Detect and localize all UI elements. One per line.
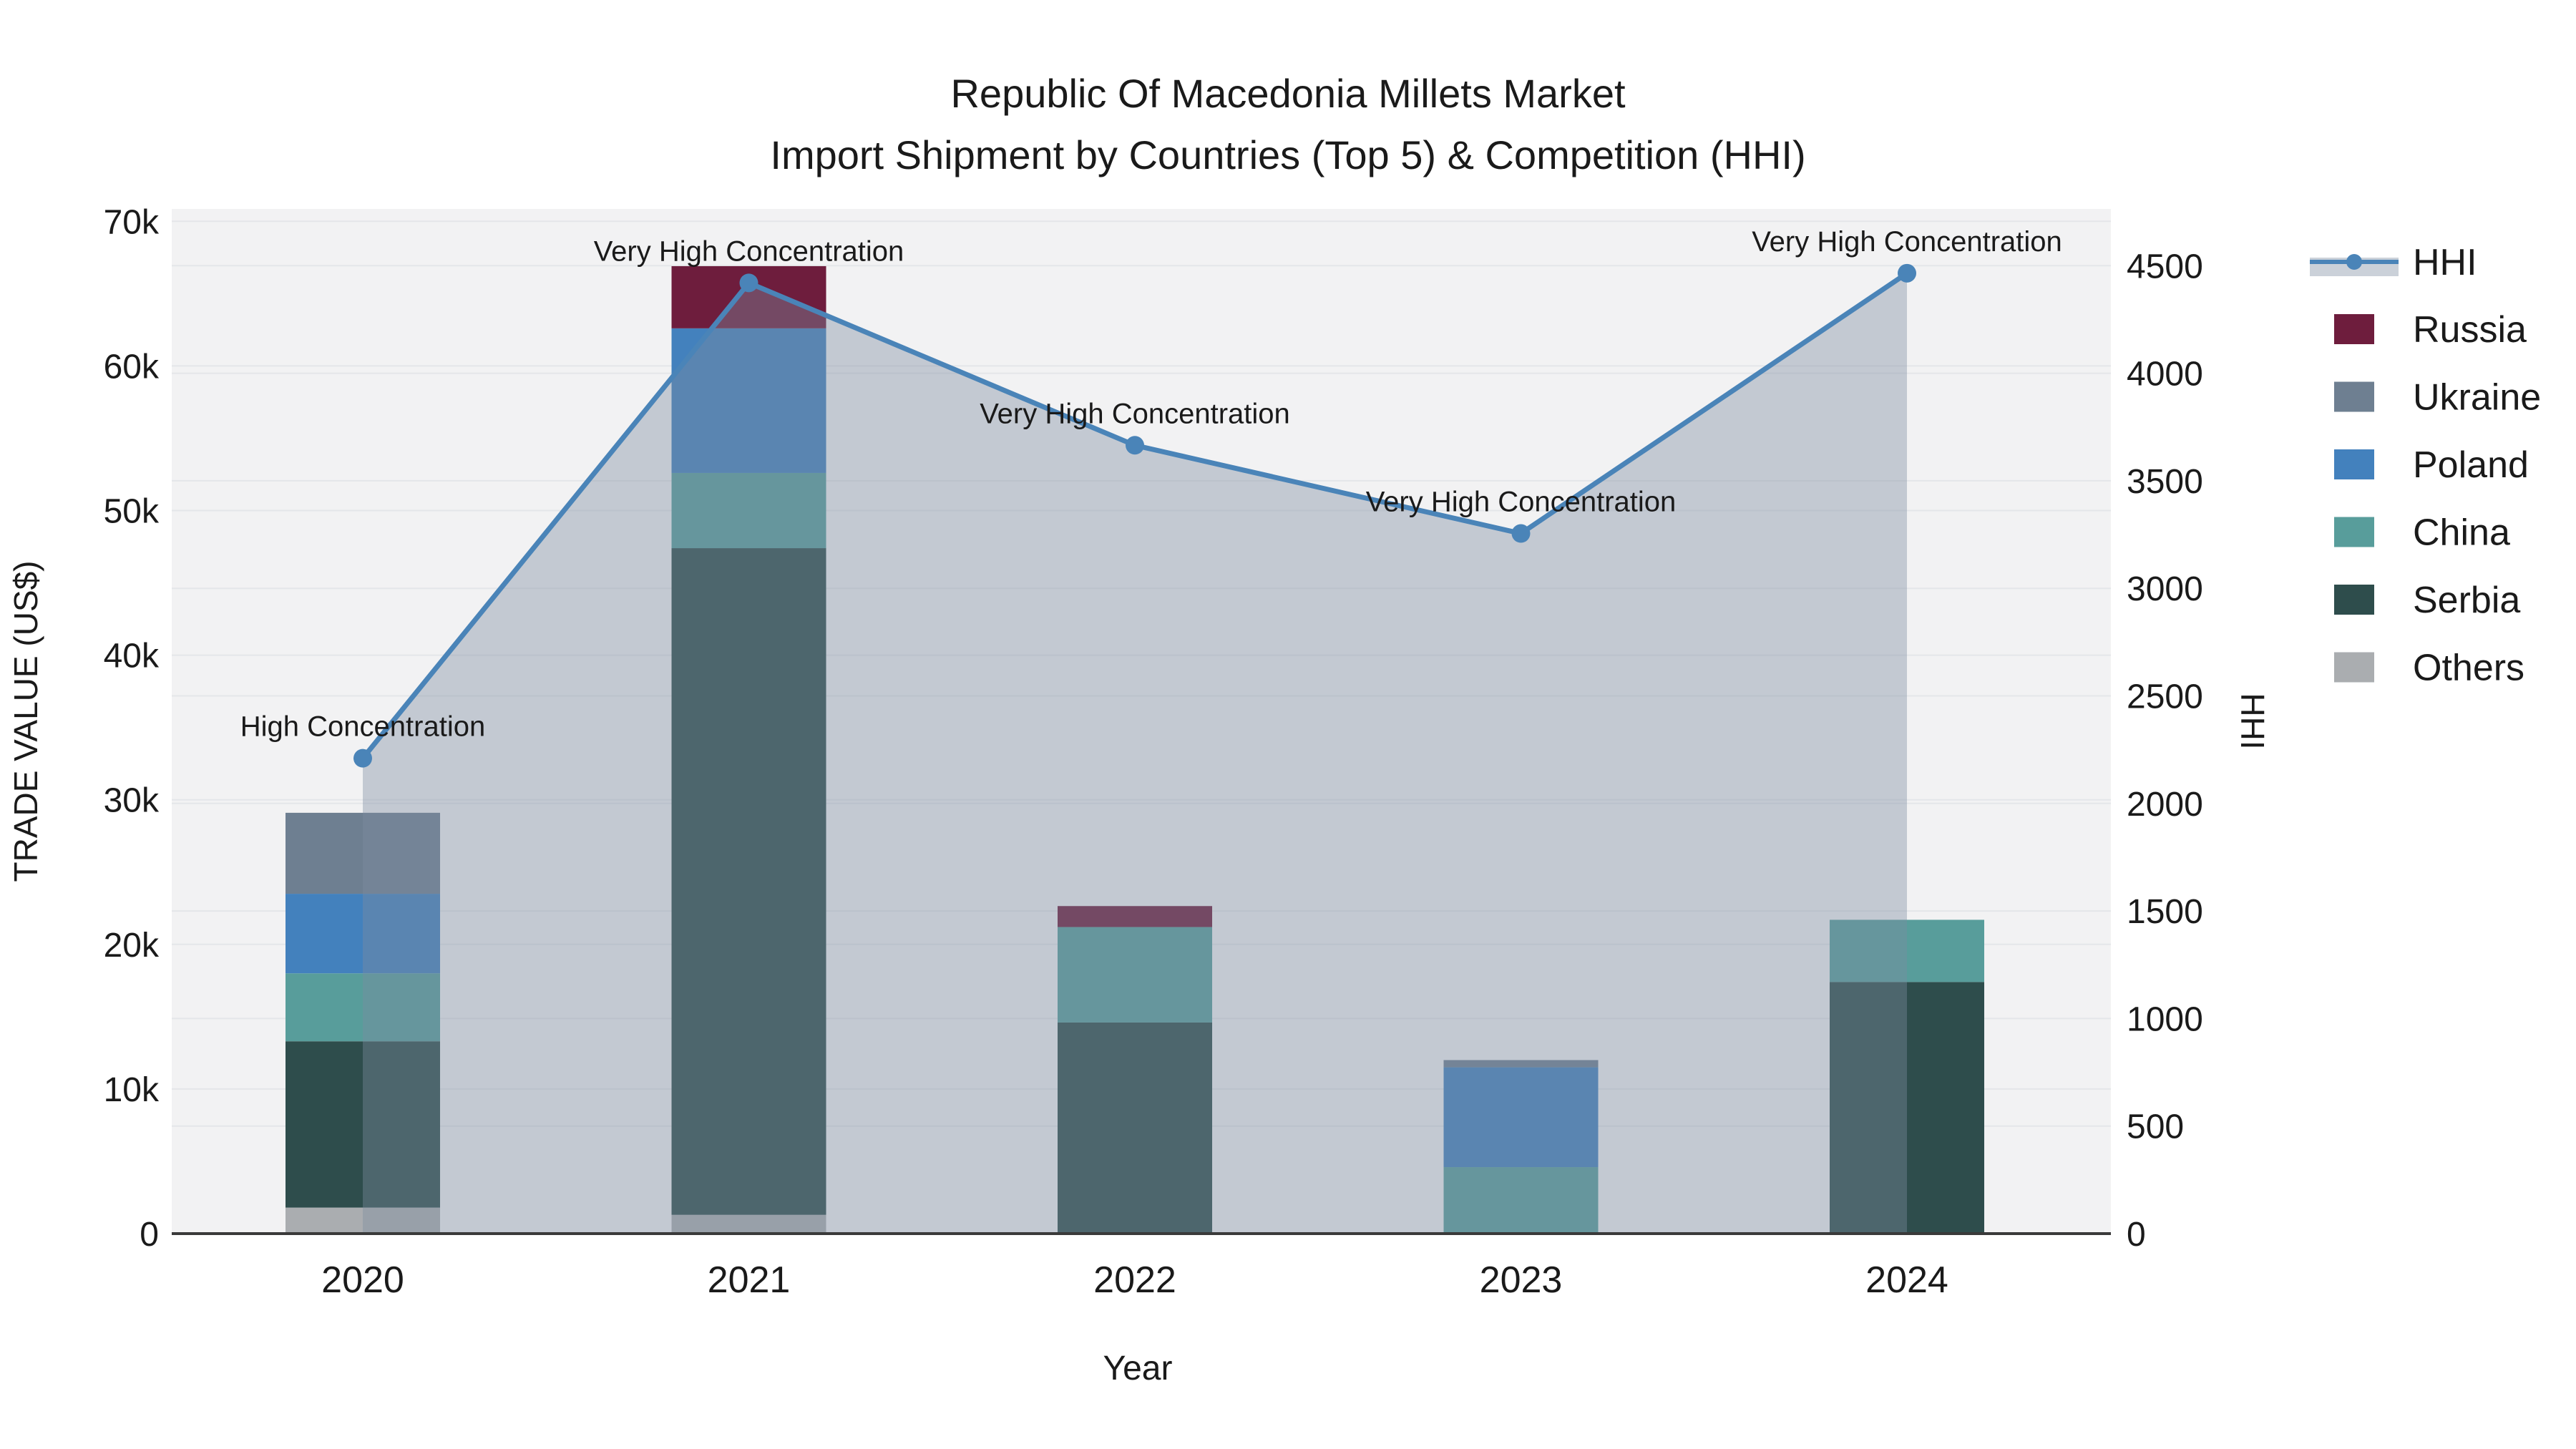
- hhi-marker-2021: [739, 273, 758, 293]
- bar-segment-2020-others: [286, 1207, 440, 1234]
- bar-segment-2020-ukraine: [286, 812, 440, 894]
- hhi-marker-2024: [1898, 263, 1916, 283]
- x-tick-2021: 2021: [708, 1259, 791, 1301]
- bar-segment-2020-serbia: [286, 1041, 440, 1208]
- x-tick-2023: 2023: [1480, 1259, 1563, 1301]
- chart-title-line2: Import Shipment by Countries (Top 5) & C…: [770, 132, 1805, 177]
- right-tick-4500: 4500: [2127, 248, 2203, 286]
- right-tick-1500: 1500: [2127, 893, 2203, 931]
- bar-segment-2022-russia: [1058, 906, 1212, 927]
- hhi-area-fill: [363, 273, 1907, 1234]
- left-tick-10k: 10k: [104, 1071, 160, 1109]
- bar-segment-2021-others: [671, 1214, 826, 1234]
- right-tick-1000: 1000: [2127, 1000, 2203, 1038]
- left-tick-60k: 60k: [104, 348, 160, 386]
- bar-segment-2024-china: [1830, 919, 1984, 982]
- x-tick-2024: 2024: [1865, 1259, 1948, 1301]
- left-tick-0: 0: [140, 1216, 159, 1254]
- legend-label-china: China: [2413, 512, 2510, 554]
- annotation-2020: High Concentration: [240, 711, 485, 743]
- legend-swatch-serbia: [2334, 585, 2374, 615]
- legend-label-others: Others: [2413, 648, 2524, 689]
- hhi-marker-2020: [353, 748, 372, 768]
- bar-segment-2023-china: [1443, 1167, 1599, 1234]
- legend-hhi-marker: [2346, 254, 2362, 270]
- x-tick-2020: 2020: [321, 1259, 404, 1301]
- left-tick-40k: 40k: [104, 638, 160, 675]
- left-tick-20k: 20k: [104, 927, 160, 965]
- bar-segment-2020-poland: [286, 894, 440, 974]
- legend-label-serbia: Serbia: [2413, 580, 2520, 621]
- bar-segment-2024-serbia: [1830, 982, 1984, 1234]
- legend-label-russia: Russia: [2413, 309, 2527, 351]
- right-axis-title: HHI: [2234, 693, 2271, 749]
- legend-swatch-ukraine: [2334, 381, 2374, 412]
- legend-swatch-others: [2334, 652, 2374, 683]
- right-tick-3500: 3500: [2127, 463, 2203, 501]
- legend-label-hhi: HHI: [2413, 242, 2477, 283]
- x-axis-title: Year: [1103, 1350, 1173, 1387]
- right-tick-500: 500: [2127, 1108, 2184, 1146]
- bar-segment-2021-china: [671, 472, 826, 549]
- bar-segment-2020-china: [286, 973, 440, 1042]
- plot-area-group: 0 10k 20k 30k 40k 50k 60k 70k 0 500 1000 1500 2000 25…: [104, 203, 2203, 1301]
- right-tick-0: 0: [2127, 1216, 2146, 1254]
- legend-label-poland: Poland: [2413, 444, 2529, 486]
- hhi-marker-2022: [1126, 436, 1144, 455]
- right-tick-2000: 2000: [2127, 786, 2203, 824]
- bar-segment-2022-serbia: [1058, 1022, 1212, 1234]
- left-axis-title: TRADE VALUE (US$): [7, 560, 44, 882]
- right-tick-4000: 4000: [2127, 356, 2203, 394]
- hhi-marker-2023: [1511, 524, 1531, 543]
- left-tick-70k: 70k: [104, 203, 160, 241]
- annotation-2021: Very High Concentration: [594, 235, 904, 267]
- right-tick-2500: 2500: [2127, 678, 2203, 716]
- legend-swatch-poland: [2334, 449, 2374, 479]
- legend-swatch-russia: [2334, 314, 2374, 344]
- annotation-2024: Very High Concentration: [1752, 226, 2062, 258]
- right-tick-3000: 3000: [2127, 570, 2203, 608]
- left-tick-30k: 30k: [104, 782, 160, 820]
- chart-title-line1: Republic Of Macedonia Millets Market: [950, 71, 1625, 116]
- bar-segment-2023-poland: [1443, 1067, 1599, 1168]
- legend-swatch-china: [2334, 517, 2374, 547]
- annotation-2022: Very High Concentration: [980, 398, 1290, 429]
- legend-label-ukraine: Ukraine: [2413, 377, 2541, 419]
- legend: HHI Russia Ukraine Poland China Serbia Others: [2310, 242, 2541, 689]
- bar-segment-2022-china: [1058, 927, 1212, 1023]
- bar-segment-2021-serbia: [671, 548, 826, 1215]
- bar-segment-2021-poland: [671, 328, 826, 473]
- annotation-2023: Very High Concentration: [1366, 487, 1677, 518]
- x-tick-2022: 2022: [1093, 1259, 1176, 1301]
- bar-segment-2023-ukraine: [1443, 1060, 1599, 1068]
- left-tick-50k: 50k: [104, 493, 160, 531]
